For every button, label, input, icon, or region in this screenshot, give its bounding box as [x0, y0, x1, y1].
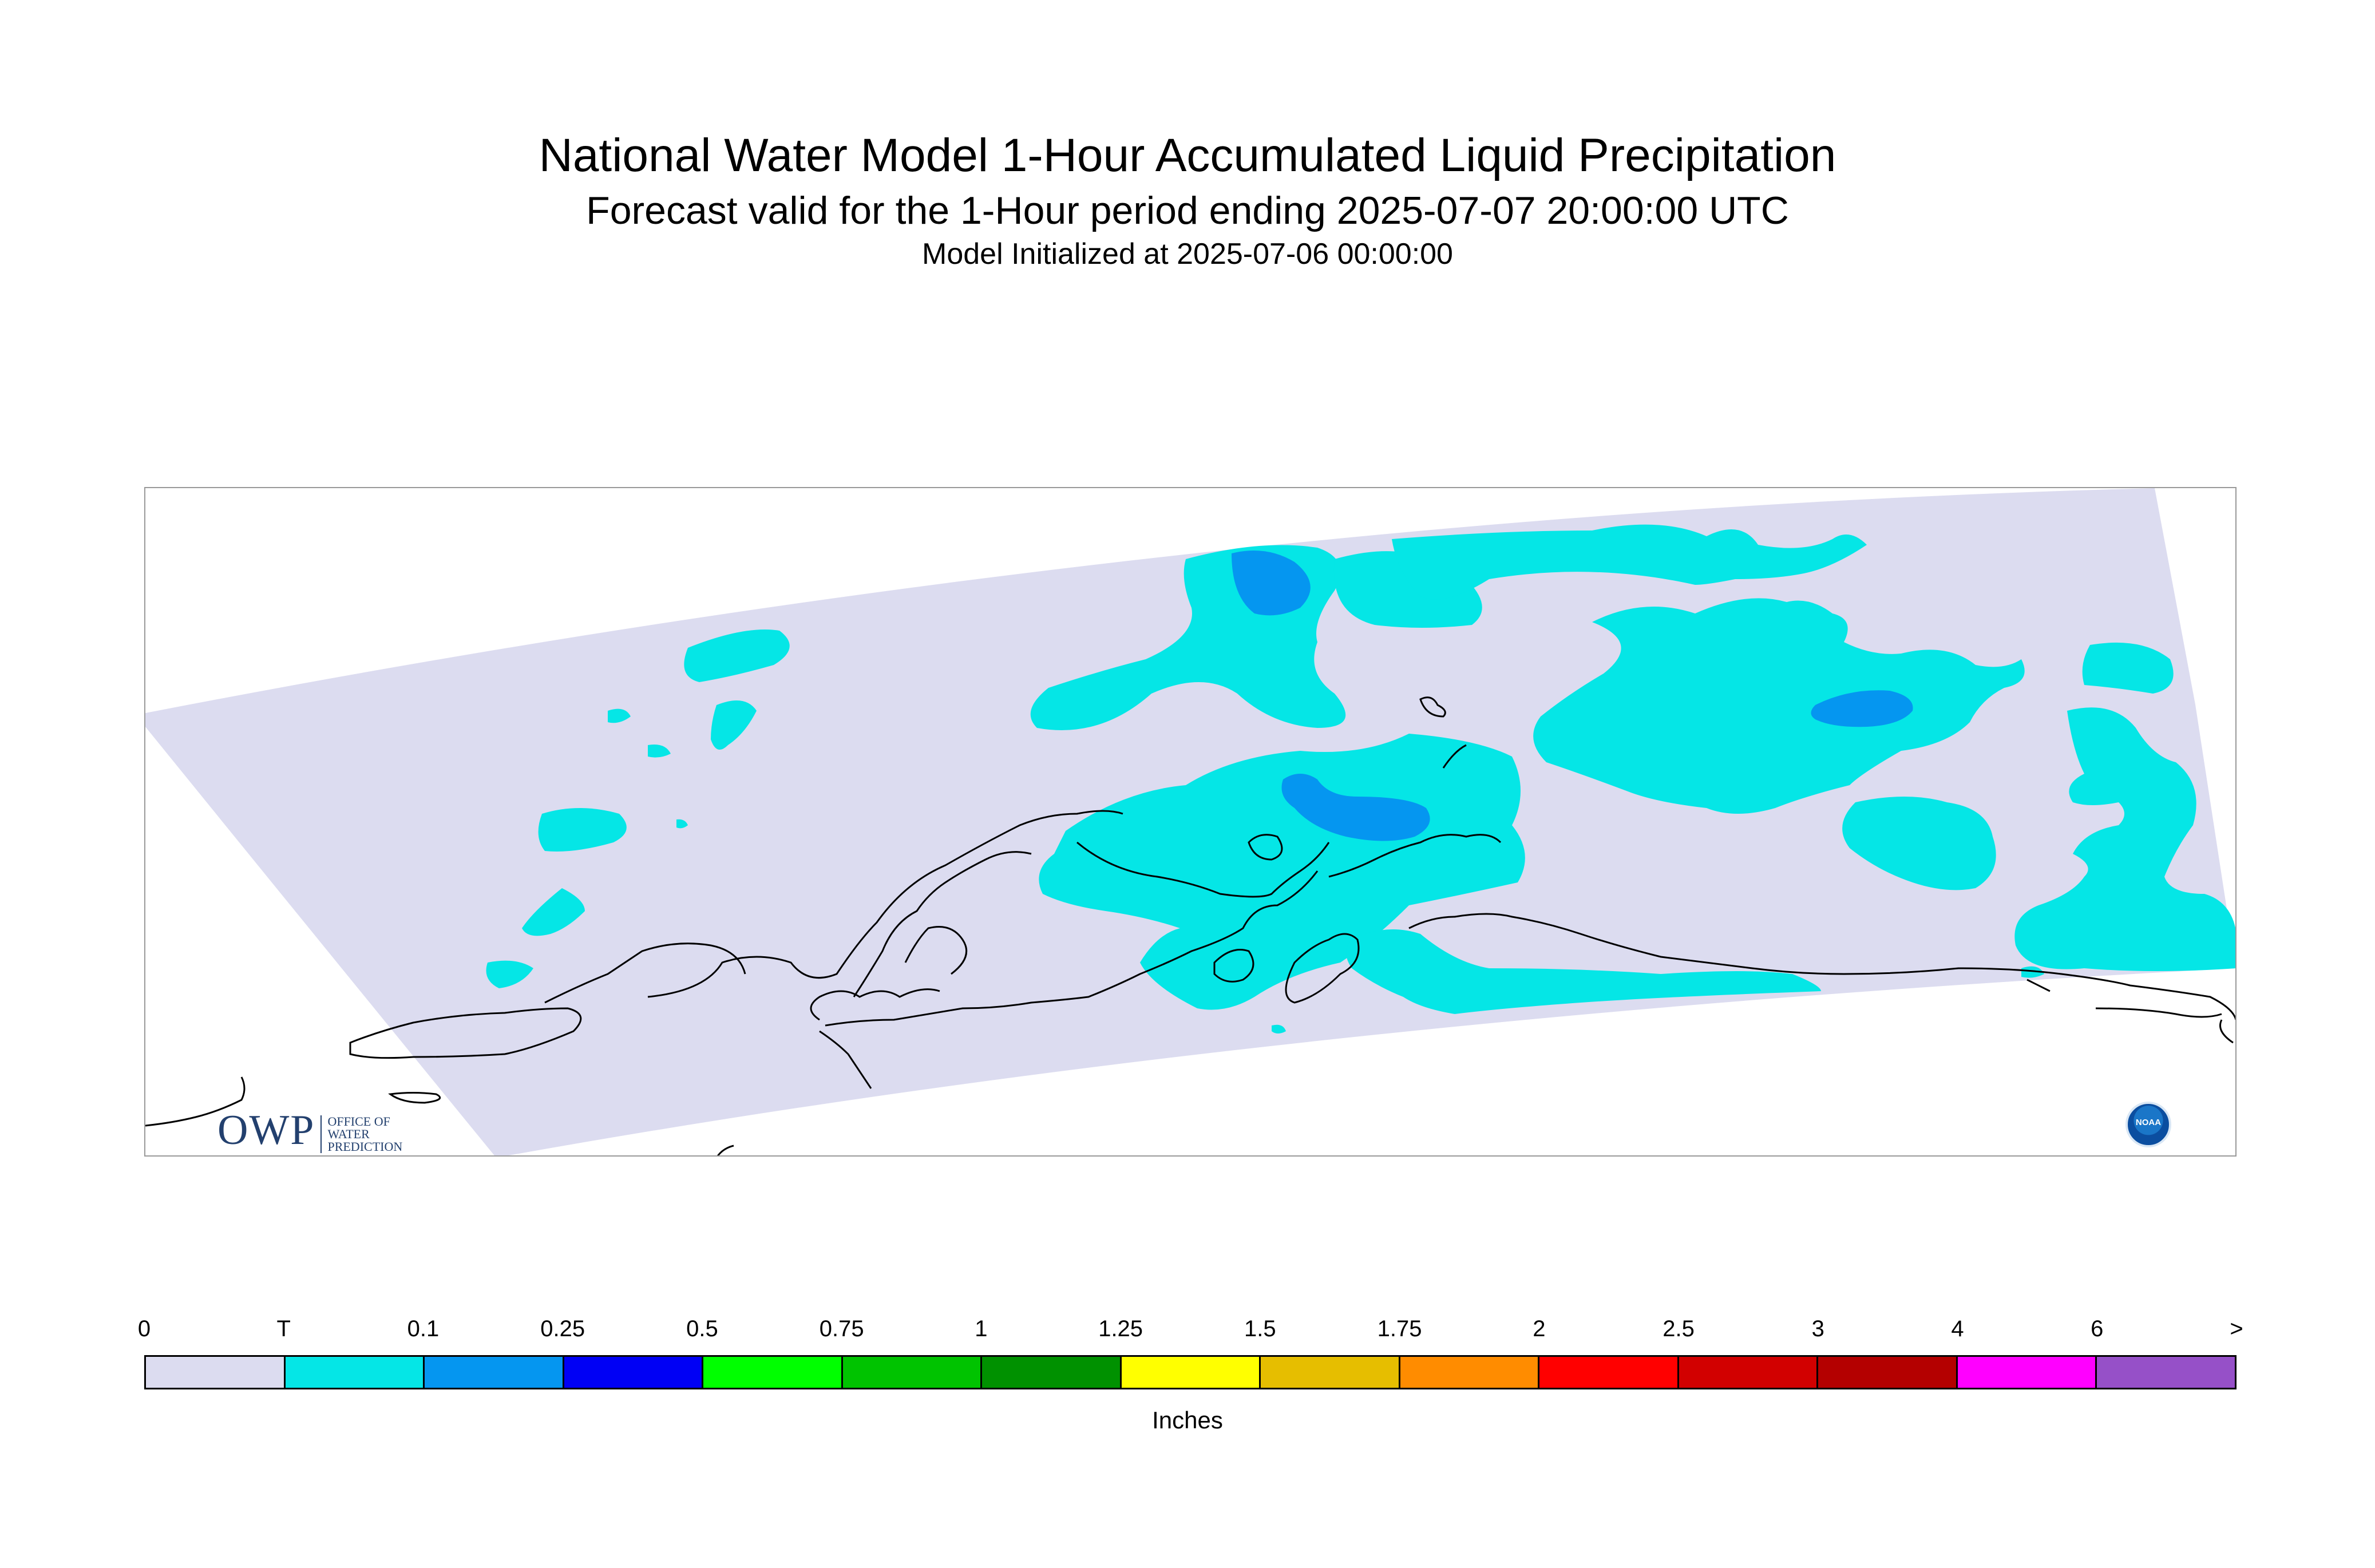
coastline: [544, 943, 746, 1004]
owp-logo-line: WATER: [327, 1127, 370, 1142]
coastline: [349, 1007, 582, 1059]
legend-break-label: 1: [975, 1316, 988, 1341]
trace-area: [1272, 1024, 1286, 1034]
coastline: [1328, 834, 1502, 878]
legend-swatch: [1957, 1357, 2097, 1388]
trace-area: [2021, 966, 2044, 978]
coastline: [2026, 979, 2051, 992]
coastline: [145, 1076, 246, 1127]
trace-area: [538, 808, 627, 852]
coastline: [1076, 841, 1330, 898]
trace-area: [648, 745, 671, 758]
legend-break-label: 0: [137, 1316, 151, 1341]
coastline: [2219, 1019, 2234, 1044]
coastline: [717, 1145, 734, 1155]
coastline: [1442, 744, 1467, 769]
legend-labels: 0 T 0.1 0.25 0.5 0.75 1 1.25 1.5 1.75 2 2.5 3 4 6 >: [0, 1316, 2375, 1351]
trace-area: [1392, 524, 1867, 600]
legend-break-label: 0.5: [686, 1316, 718, 1341]
legend-break-label: 2: [1533, 1316, 1546, 1341]
coastline: [1248, 834, 1283, 861]
legend-swatch: [564, 1357, 704, 1388]
noaa-logo-text: NOAA: [2135, 1118, 2162, 1127]
coastline: [825, 870, 1319, 1027]
coastline: [904, 926, 968, 975]
trace-area: [711, 700, 757, 750]
legend-break-label: 2.5: [1662, 1316, 1695, 1341]
noaa-logo: NOAA: [2125, 1102, 2171, 1147]
legend-break-label: 0.75: [819, 1316, 864, 1341]
owp-logo: OWP OFFICE OF WATER PREDICTION: [217, 1106, 402, 1155]
coastline: [1213, 949, 1254, 983]
coastline: [853, 851, 1032, 997]
legend-swatch: [285, 1357, 425, 1388]
owp-logo-mark: OWP: [217, 1107, 315, 1154]
coastline: [1285, 933, 1360, 1004]
trace-area: [676, 819, 688, 829]
owp-logo-text: OFFICE OF WATER PREDICTION: [320, 1114, 403, 1154]
trace-area: [1533, 598, 2025, 814]
legend-swatch: [1261, 1357, 1400, 1388]
legend-break-label: 1.75: [1377, 1316, 1422, 1341]
trace-area: [2014, 707, 2235, 971]
trace-area: [2082, 642, 2174, 694]
legend-swatch: [146, 1357, 286, 1388]
forecast-subtitle: Forecast valid for the 1-Hour period end…: [586, 189, 1789, 232]
coastline: [819, 1030, 872, 1089]
coastline: [810, 988, 940, 1021]
legend-swatch: [982, 1357, 1122, 1388]
legend-break-label: 1.5: [1244, 1316, 1276, 1341]
light-rain-area: [1811, 690, 1913, 727]
legend-break-label: 1.25: [1098, 1316, 1143, 1341]
legend-swatch: [1818, 1357, 1958, 1388]
trace-area: [1842, 797, 1996, 890]
legend-break-label: 0.25: [540, 1316, 585, 1341]
legend-swatch: [1679, 1357, 1819, 1388]
legend-swatch: [2097, 1357, 2235, 1388]
trace-area: [684, 629, 790, 682]
map-panel: OWP OFFICE OF WATER PREDICTION NOAA: [144, 487, 2237, 1157]
legend-break-label: 3: [1811, 1316, 1824, 1341]
legend-swatch: [1121, 1357, 1261, 1388]
legend-units: Inches: [1152, 1407, 1223, 1434]
legend-break-label: 0.1: [407, 1316, 440, 1341]
legend-colorbar: [144, 1355, 2237, 1389]
owp-logo-line: OFFICE OF: [327, 1114, 390, 1129]
coastline: [1419, 696, 1446, 718]
legend-swatch: [425, 1357, 564, 1388]
coastline: [647, 810, 1123, 998]
legend-swatch: [842, 1357, 983, 1388]
light-rain-area: [1232, 551, 1311, 616]
legend-swatch: [1539, 1357, 1679, 1388]
coastline: [2095, 1007, 2222, 1018]
trace-area: [522, 888, 585, 936]
owp-logo-line: PREDICTION: [327, 1139, 403, 1154]
precipitation-map: [145, 488, 2235, 1155]
trace-area: [1346, 929, 1821, 1014]
legend-swatch: [1400, 1357, 1540, 1388]
legend-swatch: [703, 1357, 843, 1388]
init-subtitle: Model Initialized at 2025-07-06 00:00:00: [922, 237, 1453, 271]
legend-break-label: >: [2230, 1316, 2243, 1341]
map-title: National Water Model 1-Hour Accumulated …: [539, 129, 1836, 181]
light-rain-area: [1281, 774, 1430, 841]
coastline: [1408, 913, 2235, 1020]
legend-break-label: 4: [1951, 1316, 1964, 1341]
legend-break-label: T: [276, 1316, 291, 1341]
trace-area: [486, 960, 533, 988]
legend-break-label: 6: [2091, 1316, 2104, 1341]
coastline: [388, 1092, 441, 1104]
trace-area: [608, 708, 631, 723]
